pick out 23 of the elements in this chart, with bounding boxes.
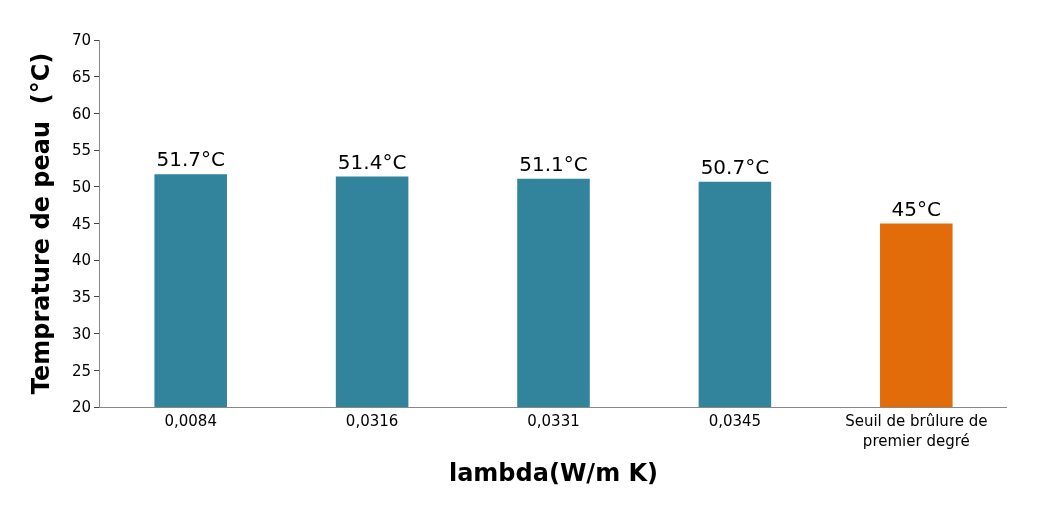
y-axis-title: Temprature de peau (°C)	[27, 52, 56, 395]
y-tick-label: 65	[71, 67, 91, 86]
data-label: 45°C	[891, 196, 942, 221]
y-tick-label: 45	[71, 214, 91, 233]
x-axis-title: lambda(W/m K)	[448, 458, 659, 487]
x-tick-label: 0,0331	[527, 412, 580, 430]
y-tick-label: 50	[71, 178, 91, 197]
y-tick-label: 35	[71, 288, 91, 307]
data-label: 51.4°C	[337, 149, 407, 174]
data-label: 51.7°C	[156, 147, 225, 172]
data-label: 50.7°C	[700, 154, 770, 179]
y-tick-label: 55	[71, 141, 91, 160]
x-tick-label: 0,0316	[345, 412, 399, 430]
y-tick-label: 25	[71, 361, 91, 380]
x-tick-label: 0,0345	[708, 412, 762, 430]
y-tick-label: 40	[71, 251, 91, 270]
x-tick-label: Seuil de brûlure de premier degré	[845, 412, 988, 450]
y-tick-label: 30	[71, 324, 91, 343]
y-tick-label: 70	[71, 31, 91, 50]
x-tick-label: 0,0084	[164, 412, 217, 430]
y-tick-label: 20	[71, 398, 91, 417]
y-tick-label: 60	[71, 104, 91, 123]
data-label: 51.1°C	[519, 151, 588, 176]
